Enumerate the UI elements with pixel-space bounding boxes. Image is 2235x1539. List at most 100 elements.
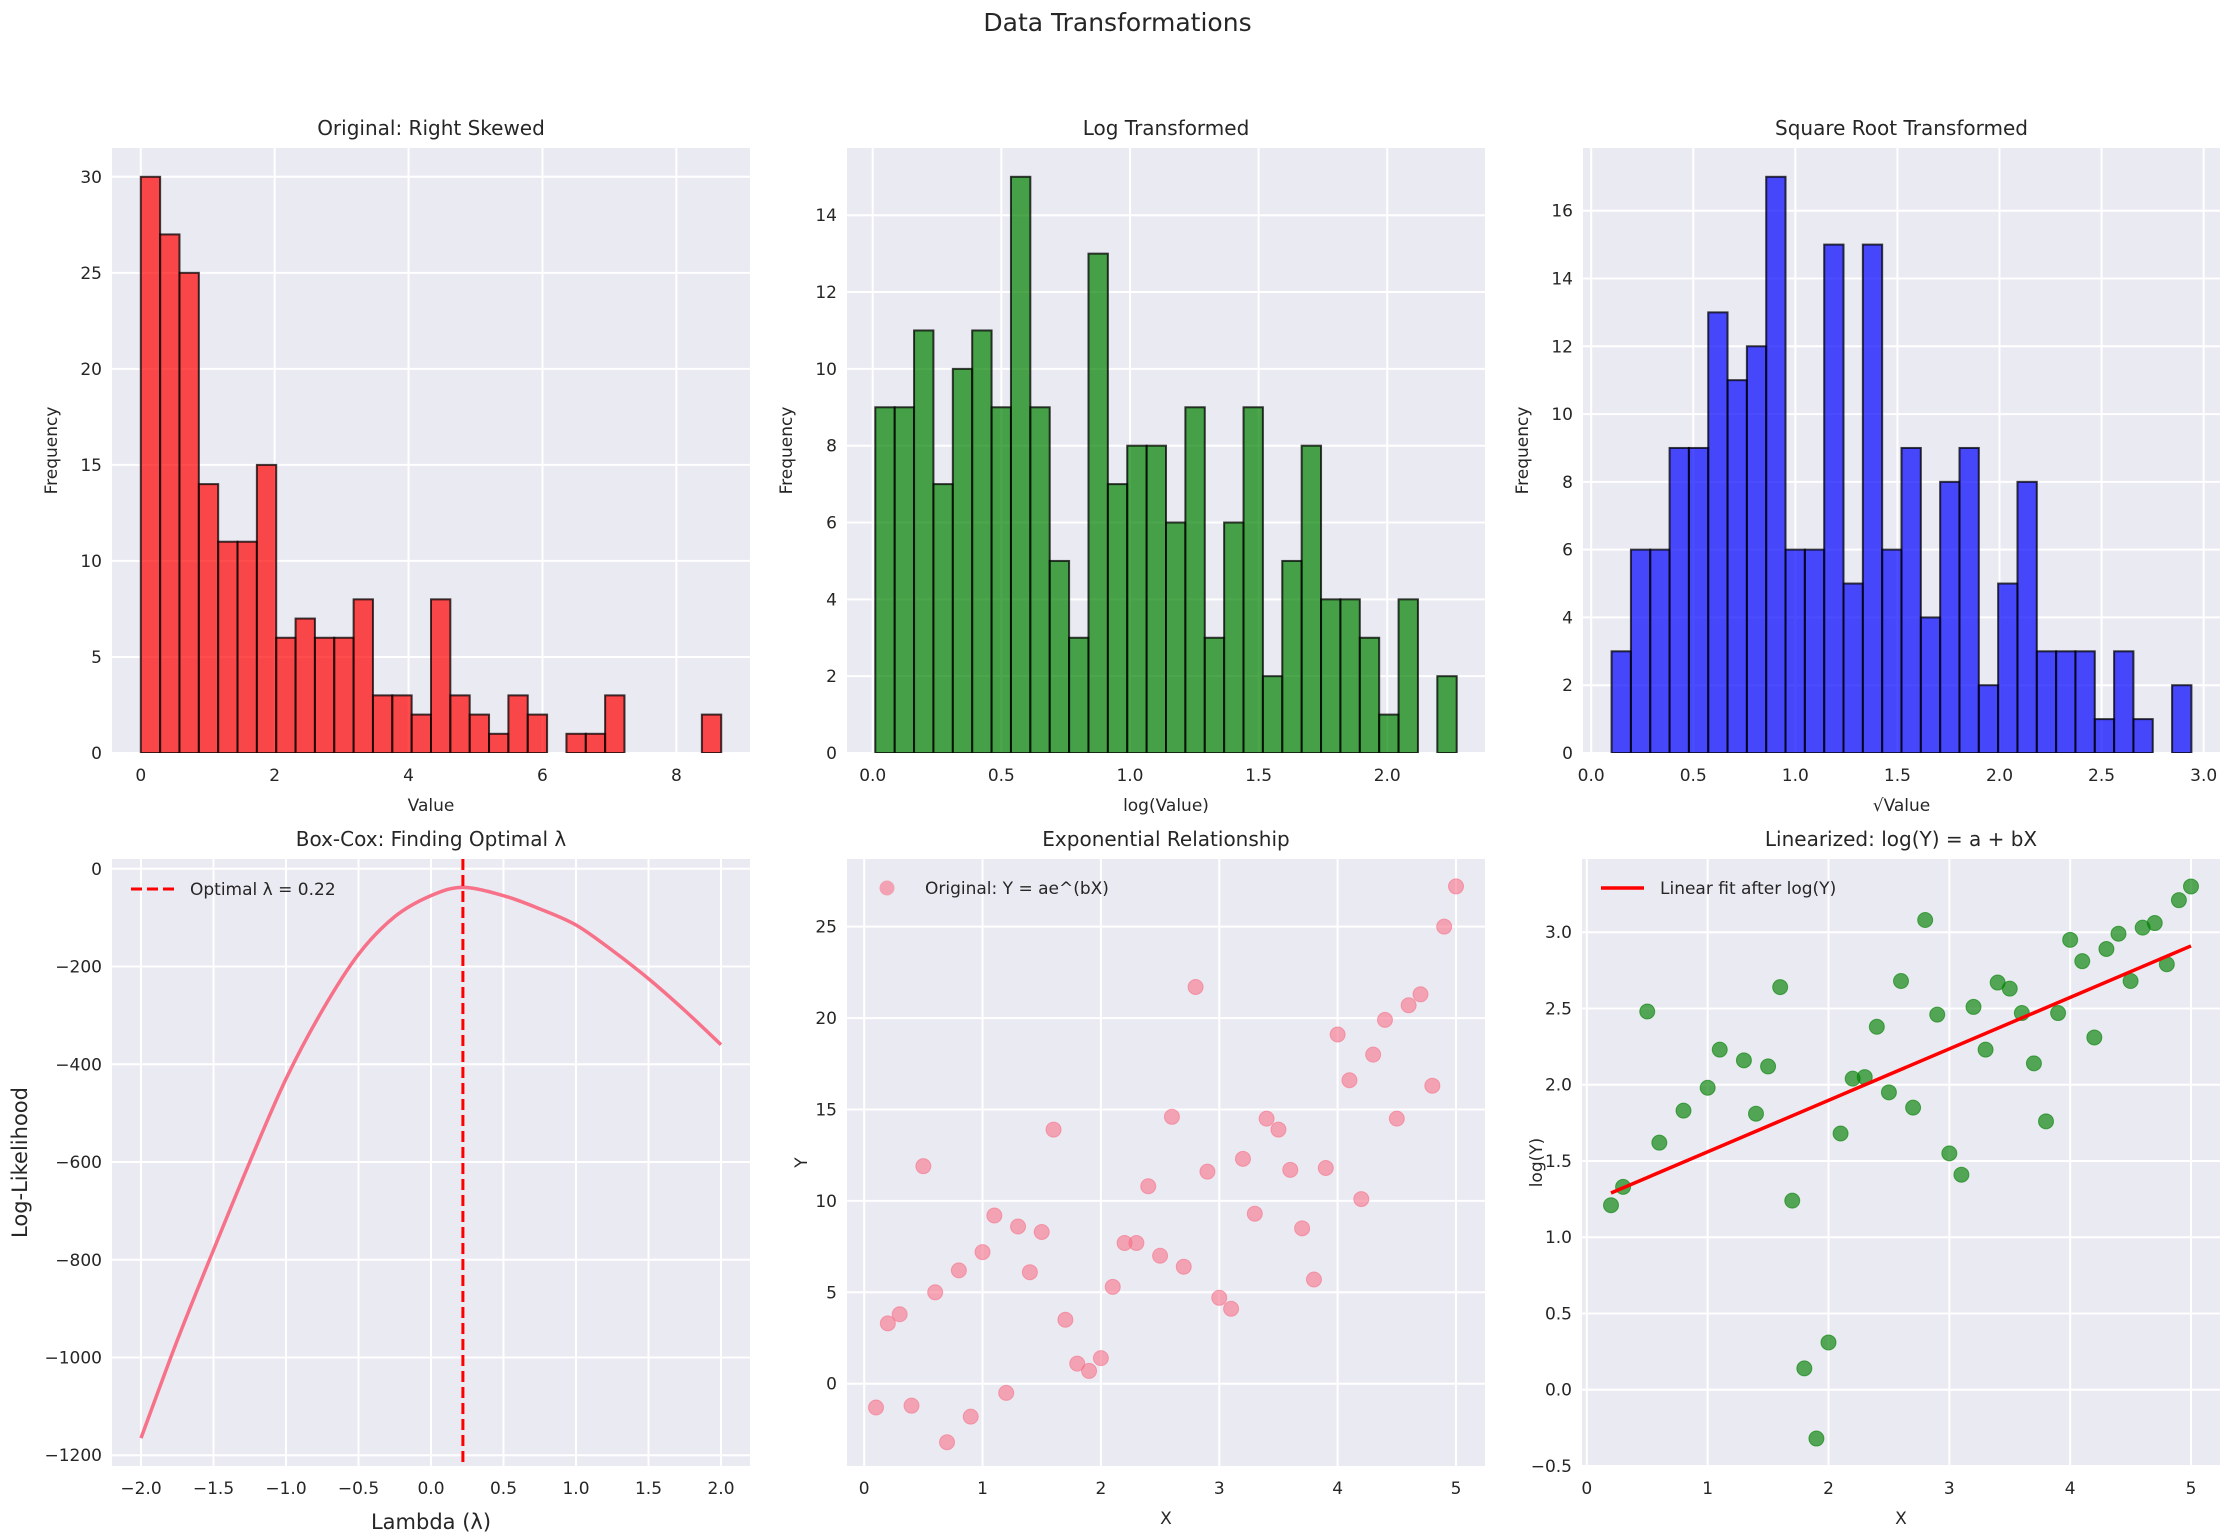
log-likelihood-curve (139, 885, 723, 1439)
scatter-point (915, 1158, 932, 1175)
histogram-bar (217, 540, 239, 753)
y-tick-label: 1.5 (1545, 1152, 1572, 1172)
scatter-point (1603, 1197, 1619, 1214)
histogram-bar (1765, 175, 1787, 753)
scatter-point (1081, 1362, 1098, 1379)
scatter-point (1929, 1006, 1946, 1023)
scatter-point (2038, 1113, 2054, 1130)
subplot-boxcox: −2.0 −1.5 −1.0 −0.5 0.0 0.5 1.0 1.5 2.0 0 −200 −400… (8, 827, 750, 1534)
histogram-bar (1668, 446, 1690, 753)
y-tick-label: 6 (1562, 541, 1573, 561)
y-axis-label: Y (792, 1157, 812, 1169)
x-tick-label: 0 (859, 1479, 870, 1499)
histogram-bar (468, 713, 491, 753)
scatter-point (1735, 1052, 1752, 1069)
scatter-point (903, 1397, 920, 1414)
histogram-bar (971, 329, 993, 753)
scatter-point (1246, 1205, 1263, 1222)
histogram-bar (1320, 598, 1342, 753)
scatter-point (1175, 1258, 1192, 1275)
y-tick-label: 0 (826, 1375, 837, 1395)
scatter-point (1069, 1355, 1086, 1372)
histogram-bar (294, 617, 316, 753)
scatter-point (1140, 1178, 1157, 1195)
subplot-sqrt: 0.0 0.5 1.0 1.5 2.0 2.5 3.0 0 2 4 6 8 10 12 14 16 Square… (1513, 116, 2220, 816)
histogram-bar (1900, 446, 1922, 753)
histogram-bar (990, 406, 1012, 753)
plot-area (874, 175, 1458, 753)
scatter-point (1270, 1121, 1287, 1138)
scatter-point (1448, 878, 1464, 895)
scatter-point (1820, 1334, 1837, 1351)
scatter-point (1033, 1223, 1050, 1240)
scatter-point (2183, 878, 2199, 895)
y-axis-label: Log-Likelihood (8, 1087, 32, 1238)
histogram-bar (1203, 636, 1226, 753)
scatter-point (1880, 1084, 1897, 1101)
scatter-point (927, 1284, 944, 1301)
legend-label: Linear fit after log(Y) (1660, 879, 1836, 899)
histogram-bar (1068, 636, 1090, 753)
scatter-point (939, 1434, 956, 1451)
scatter-point (1941, 1145, 1958, 1162)
x-tick-label: −1.0 (265, 1479, 306, 1499)
axes-background (1582, 859, 2220, 1466)
scatter-point (2170, 892, 2187, 909)
y-tick-label: 5 (91, 648, 102, 668)
scatter-point (1199, 1163, 1216, 1180)
histogram-bar (1997, 582, 2019, 753)
y-tick-label: −0.5 (1531, 1457, 1572, 1477)
y-axis-label: Frequency (777, 407, 797, 495)
x-tick-label: 0 (135, 766, 146, 786)
histogram-bar (1939, 480, 1961, 753)
scatter-point (2086, 1029, 2103, 1046)
histogram-bar (604, 694, 626, 753)
histogram-bar (313, 636, 336, 753)
x-tick-label: 2.5 (2088, 766, 2115, 786)
y-axis-label: Frequency (1513, 407, 1533, 495)
x-axis-label: X (1895, 1509, 1907, 1529)
x-tick-label: −0.5 (338, 1479, 379, 1499)
histogram-bar (139, 175, 162, 753)
scatter-point (1784, 1192, 1801, 1209)
histogram-bar (1861, 243, 1884, 753)
x-tick-label: 2.0 (1986, 766, 2013, 786)
histogram-bar (932, 483, 954, 753)
x-tick-label: 8 (671, 766, 682, 786)
histogram-bar (255, 463, 278, 753)
scatter-point (2074, 953, 2091, 970)
histogram-bar (1436, 675, 1458, 753)
histogram-bar (1707, 311, 1729, 753)
x-tick-label: 6 (537, 766, 548, 786)
x-tick-label: 0.5 (988, 766, 1015, 786)
scatter-point (1965, 998, 1982, 1015)
scatter-point (1353, 1191, 1370, 1208)
x-tick-label: 1.0 (1116, 766, 1143, 786)
x-tick-label: −2.0 (120, 1479, 161, 1499)
scatter-point (1711, 1041, 1728, 1058)
y-tick-label: 25 (80, 264, 102, 284)
histogram-bar (1842, 582, 1864, 753)
scatter-point (1953, 1166, 1970, 1183)
x-axis-label: √Value (1873, 796, 1931, 816)
y-tick-label: 1.0 (1545, 1228, 1572, 1248)
histogram-bar (565, 732, 587, 753)
histogram-bar (1977, 684, 2000, 753)
scatter-point (1400, 997, 1417, 1014)
x-tick-label: 0.5 (1680, 766, 1707, 786)
scatter-point (1317, 1159, 1334, 1176)
x-tick-label: −1.5 (193, 1479, 234, 1499)
scatter-point (2001, 980, 2018, 997)
scatter-point (1651, 1134, 1668, 1151)
scatter-point (1258, 1110, 1275, 1127)
scatter-point (1893, 973, 1909, 990)
scatter-point (1152, 1247, 1169, 1264)
histogram-bar (2074, 650, 2096, 753)
y-tick-label: 0 (91, 860, 102, 880)
histogram-bar (2171, 684, 2193, 753)
y-tick-label: 4 (826, 590, 837, 610)
y-tick-label: −200 (55, 958, 102, 978)
scatter-point (1412, 986, 1429, 1003)
y-tick-label: 12 (1551, 337, 1573, 357)
